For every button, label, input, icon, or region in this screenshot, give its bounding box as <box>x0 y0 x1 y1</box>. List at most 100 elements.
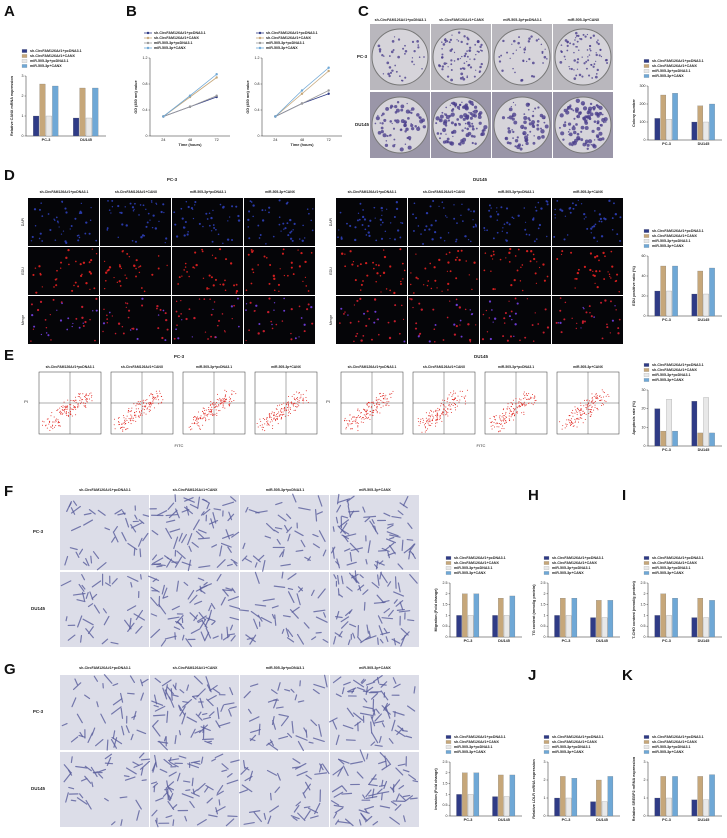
nucleus <box>81 316 84 319</box>
event <box>52 424 54 426</box>
cell <box>277 514 287 522</box>
event <box>522 403 524 405</box>
event <box>225 400 227 402</box>
nucleus <box>362 215 365 219</box>
colony <box>588 106 593 111</box>
colony <box>442 140 447 144</box>
event <box>137 416 139 418</box>
nucleus <box>142 204 145 207</box>
nucleus <box>78 212 81 215</box>
nucleus <box>284 227 287 230</box>
colony <box>592 65 595 68</box>
y-tick-label: 0.8 <box>255 82 260 86</box>
nucleus <box>444 215 447 217</box>
colony <box>406 102 408 105</box>
y-tick-label: 2 <box>544 778 546 782</box>
event <box>224 395 226 397</box>
y-tick-label: 0.4 <box>255 108 260 112</box>
colony <box>478 70 482 73</box>
nucleus <box>375 239 378 242</box>
event <box>57 425 59 427</box>
bar <box>666 615 672 638</box>
cell <box>176 772 181 782</box>
event <box>590 410 592 412</box>
event <box>502 415 504 417</box>
legend-label: miR-505-3p+CANX <box>454 571 486 575</box>
event <box>139 410 141 412</box>
colony <box>521 144 524 146</box>
event <box>294 402 296 404</box>
cell <box>304 556 311 561</box>
event <box>364 415 366 417</box>
event <box>368 402 370 404</box>
nucleus <box>106 227 109 230</box>
cell <box>412 780 419 783</box>
cell <box>371 693 378 700</box>
event <box>580 414 582 416</box>
colony <box>417 46 420 49</box>
nucleus <box>359 289 362 291</box>
cell <box>197 496 201 510</box>
event <box>153 399 155 401</box>
colony <box>565 110 570 115</box>
y-tick-label: 30 <box>642 388 646 392</box>
nucleus <box>68 263 70 266</box>
event <box>422 422 424 424</box>
nucleus <box>536 261 538 263</box>
event <box>445 406 447 408</box>
event <box>564 427 566 429</box>
cell <box>343 681 351 686</box>
nucleus <box>534 272 537 275</box>
event <box>366 413 368 415</box>
nucleus <box>475 224 477 227</box>
event <box>376 407 378 409</box>
event <box>388 401 390 403</box>
event <box>281 417 283 419</box>
nucleus <box>193 316 196 320</box>
colony <box>456 39 458 41</box>
event <box>442 411 444 413</box>
nucleus <box>483 269 486 272</box>
colony <box>462 137 467 142</box>
bar <box>660 593 667 638</box>
cell <box>154 754 158 768</box>
event <box>590 409 592 411</box>
nucleus <box>77 239 80 242</box>
y-axis-label: Apoptosis rate (%) <box>632 400 636 434</box>
cell <box>82 618 94 626</box>
event <box>584 412 586 414</box>
event <box>149 402 151 404</box>
nucleus <box>570 251 573 254</box>
event <box>235 393 237 395</box>
event <box>80 403 82 405</box>
cell <box>291 720 294 734</box>
colony <box>598 111 603 116</box>
event <box>427 418 429 420</box>
cell <box>282 615 291 618</box>
colony <box>568 128 571 131</box>
event <box>302 397 304 399</box>
event <box>280 418 282 420</box>
cell <box>196 819 207 826</box>
event <box>449 405 451 407</box>
event <box>586 405 588 407</box>
cell <box>323 612 327 618</box>
line <box>275 93 329 117</box>
nucleus <box>614 280 617 283</box>
event <box>302 393 304 395</box>
nucleus <box>598 220 601 223</box>
nucleus <box>263 255 266 258</box>
event <box>140 412 142 414</box>
event <box>66 414 68 416</box>
event <box>362 417 364 419</box>
event <box>275 408 277 410</box>
y-axis-label: TG content (mmol/g protein) <box>532 584 536 636</box>
colony <box>441 41 443 43</box>
colony <box>576 114 581 119</box>
nucleus <box>546 326 550 329</box>
event <box>514 408 516 410</box>
event <box>383 401 385 403</box>
nucleus <box>509 247 512 251</box>
nucleus <box>373 267 375 270</box>
cell <box>400 634 406 647</box>
